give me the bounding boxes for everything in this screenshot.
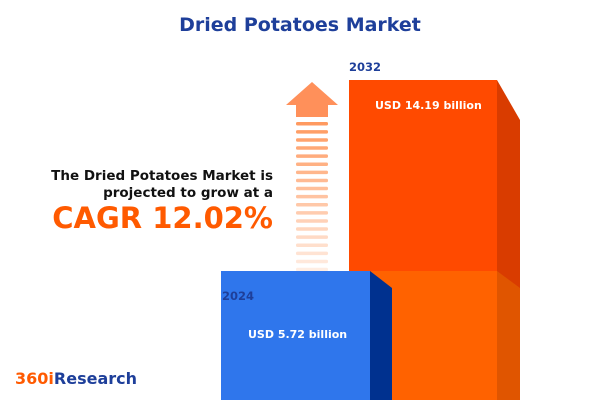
arrow-stripe (296, 122, 328, 126)
arrow-stripe (296, 162, 328, 166)
year-label-2032: 2032 (349, 60, 382, 74)
brand-logo: 360iResearch (15, 369, 137, 388)
bar-2032-lower-side (497, 271, 520, 400)
chart-title: Dried Potatoes Market (179, 14, 421, 36)
arrow-stripe (296, 170, 328, 175)
arrow-stripe (296, 259, 328, 264)
arrow-stripe (296, 178, 328, 183)
arrow-stripe (296, 186, 328, 191)
annotation-line2: projected to grow at a (103, 185, 273, 201)
arrow-stripe (296, 146, 328, 150)
arrow-stripe (296, 267, 328, 272)
year-label-2024: 2024 (222, 289, 255, 303)
annotation-line1: The Dried Potatoes Market is (51, 168, 273, 184)
arrow-stripe (296, 227, 328, 231)
arrow-stripe (296, 154, 328, 158)
arrow-stripe (296, 203, 328, 207)
arrow-head (286, 82, 338, 117)
value-label-2032: USD 14.19 billion (375, 99, 482, 112)
arrow-stripe (296, 219, 328, 223)
logo-suffix: Research (53, 369, 137, 388)
cagr-value: CAGR 12.02% (52, 201, 273, 235)
logo-prefix: 360i (15, 369, 54, 388)
value-label-2024: USD 5.72 billion (248, 328, 348, 341)
arrow-stripe (296, 211, 328, 215)
arrow-stripe (296, 243, 328, 247)
bar-2024 (221, 271, 370, 400)
arrow-stripe (296, 130, 328, 134)
arrow-stripe (296, 235, 328, 239)
arrow-stripe (296, 251, 328, 256)
arrow-stripe (296, 194, 328, 199)
bar-2024-side (370, 271, 392, 400)
growth-arrow-icon (286, 82, 338, 296)
arrow-stripe (296, 138, 328, 142)
